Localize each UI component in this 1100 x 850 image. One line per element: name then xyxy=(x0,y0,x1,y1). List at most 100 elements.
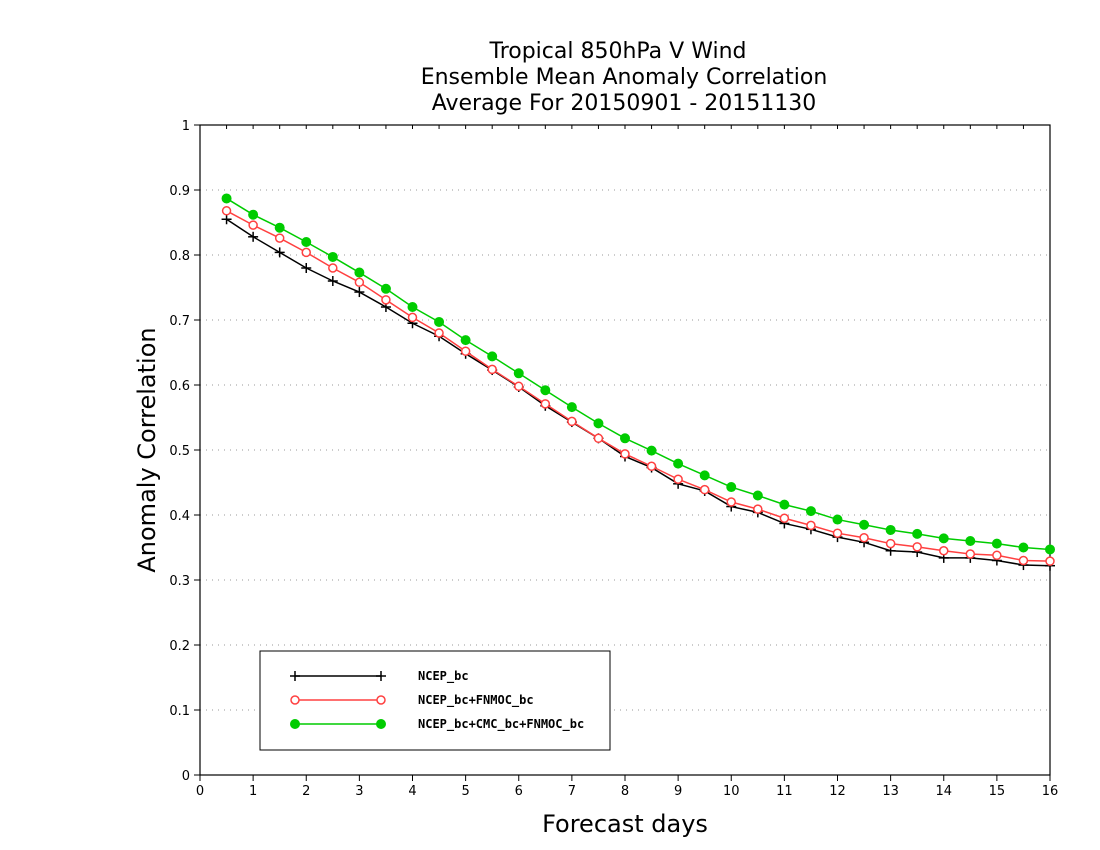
data-point-s2-22 xyxy=(805,506,816,517)
data-point-s1-17 xyxy=(673,474,683,484)
x-axis: 0 1 2 3 4 5 6 7 8 9 10 11 12 13 14 15 16 xyxy=(196,125,1058,799)
y-tick-label-2: 0.2 xyxy=(169,639,190,654)
title-line-3: Average For 20150901 - 20151130 xyxy=(432,91,817,116)
x-tick-label-14: 14 xyxy=(935,784,952,799)
series-line-0 xyxy=(226,218,1051,567)
x-tick-label-8: 8 xyxy=(621,784,629,799)
data-point-s0-1 xyxy=(248,231,259,242)
legend-item-1: NCEP_bc+FNMOC_bc xyxy=(290,693,534,708)
data-point-s2-23 xyxy=(832,514,843,525)
y-tick-label-4: 0.4 xyxy=(169,509,190,524)
data-point-s2-21 xyxy=(779,499,790,510)
x-tick-label-4: 4 xyxy=(408,784,416,799)
data-point-s1-3 xyxy=(301,247,311,258)
y-tick-label-3: 0.3 xyxy=(169,574,190,589)
data-point-s2-14 xyxy=(593,418,604,429)
data-point-s1-23 xyxy=(832,528,843,538)
data-point-s1-9 xyxy=(460,346,471,356)
y-tick-label-6: 0.6 xyxy=(169,379,190,394)
x-tick-label-3: 3 xyxy=(355,784,363,799)
x-tick-label-16: 16 xyxy=(1042,784,1059,799)
data-point-s2-16 xyxy=(646,445,657,456)
legend-label-2: NCEP_bc+CMC_bc+FNMOC_bc xyxy=(418,717,584,732)
data-point-s2-27 xyxy=(938,533,949,544)
data-point-s2-20 xyxy=(752,490,763,501)
series-1 xyxy=(221,206,1055,566)
data-point-s2-18 xyxy=(699,470,710,481)
data-point-s1-6 xyxy=(381,295,391,305)
data-point-s1-13 xyxy=(567,416,577,427)
legend-marker-left-0 xyxy=(290,671,300,681)
data-point-s1-16 xyxy=(646,461,657,471)
data-point-s1-29 xyxy=(992,550,1002,561)
y-tick-label-1: 0.1 xyxy=(169,704,190,719)
legend-marker-right-0 xyxy=(376,671,386,681)
x-tick-label-9: 9 xyxy=(674,784,682,799)
y-tick-label-5: 0.5 xyxy=(169,444,190,459)
data-point-s1-21 xyxy=(779,513,790,523)
data-point-s2-8 xyxy=(434,316,445,327)
data-point-s1-15 xyxy=(620,449,630,459)
legend-marker-left-2 xyxy=(290,719,300,729)
data-point-s0-5 xyxy=(354,287,365,298)
data-point-s2-1 xyxy=(248,209,259,220)
data-point-s2-10 xyxy=(487,351,498,362)
x-tick-label-2: 2 xyxy=(302,784,310,799)
data-point-s2-15 xyxy=(620,433,630,444)
data-point-s2-17 xyxy=(673,458,684,469)
data-point-s2-28 xyxy=(965,536,976,546)
y-tick-label-10: 1 xyxy=(182,119,190,134)
data-point-s2-0 xyxy=(221,193,232,204)
data-point-s0-2 xyxy=(274,247,285,258)
data-point-s1-8 xyxy=(434,328,444,338)
data-point-s1-14 xyxy=(593,433,604,444)
series-2 xyxy=(221,193,1055,555)
x-tick-label-15: 15 xyxy=(989,784,1006,799)
x-tick-label-13: 13 xyxy=(882,784,899,799)
data-point-s2-31 xyxy=(1045,544,1055,555)
series-layer xyxy=(221,193,1055,571)
data-point-s1-25 xyxy=(885,538,896,549)
data-point-s2-19 xyxy=(726,482,737,493)
data-point-s2-6 xyxy=(380,283,391,294)
legend-item-2: NCEP_bc+CMC_bc+FNMOC_bc xyxy=(290,717,584,732)
data-point-s1-5 xyxy=(354,277,365,288)
data-point-s2-26 xyxy=(912,528,923,539)
data-point-s2-29 xyxy=(991,538,1002,549)
data-point-s1-24 xyxy=(859,533,869,543)
data-point-s1-10 xyxy=(487,364,497,375)
x-tick-label-11: 11 xyxy=(776,784,793,799)
series-0 xyxy=(221,214,1055,571)
data-point-s1-0 xyxy=(221,206,232,216)
data-point-s1-11 xyxy=(514,381,524,392)
x-tick-label-10: 10 xyxy=(723,784,740,799)
data-point-s0-0 xyxy=(221,214,232,225)
y-tick-label-8: 0.8 xyxy=(169,249,190,264)
data-point-s2-9 xyxy=(460,335,471,346)
data-point-s2-12 xyxy=(540,385,551,396)
data-point-s2-13 xyxy=(566,402,577,413)
x-tick-label-7: 7 xyxy=(568,784,576,799)
legend-label-0: NCEP_bc xyxy=(418,669,469,684)
data-point-s2-3 xyxy=(301,237,312,247)
data-point-s2-5 xyxy=(354,267,365,278)
data-point-s2-4 xyxy=(327,251,338,262)
data-point-s1-12 xyxy=(540,399,551,409)
y-tick-label-7: 0.7 xyxy=(169,314,190,329)
data-point-s0-4 xyxy=(327,276,338,286)
legend-item-0: NCEP_bc xyxy=(290,669,469,684)
data-point-s1-7 xyxy=(407,312,418,323)
series-line-1 xyxy=(226,210,1051,562)
x-tick-label-6: 6 xyxy=(515,784,523,799)
data-point-s2-2 xyxy=(274,222,285,233)
x-tick-label-5: 5 xyxy=(461,784,469,799)
title-line-2: Ensemble Mean Anomaly Correlation xyxy=(421,65,828,90)
y-tick-label-0: 0 xyxy=(182,769,190,784)
data-point-s1-1 xyxy=(248,220,258,230)
x-axis-title: Forecast days xyxy=(542,810,708,838)
grid xyxy=(200,189,1050,711)
data-point-s2-24 xyxy=(859,519,870,530)
data-point-s2-11 xyxy=(513,368,524,379)
title-line-1: Tropical 850hPa V Wind xyxy=(488,39,746,64)
